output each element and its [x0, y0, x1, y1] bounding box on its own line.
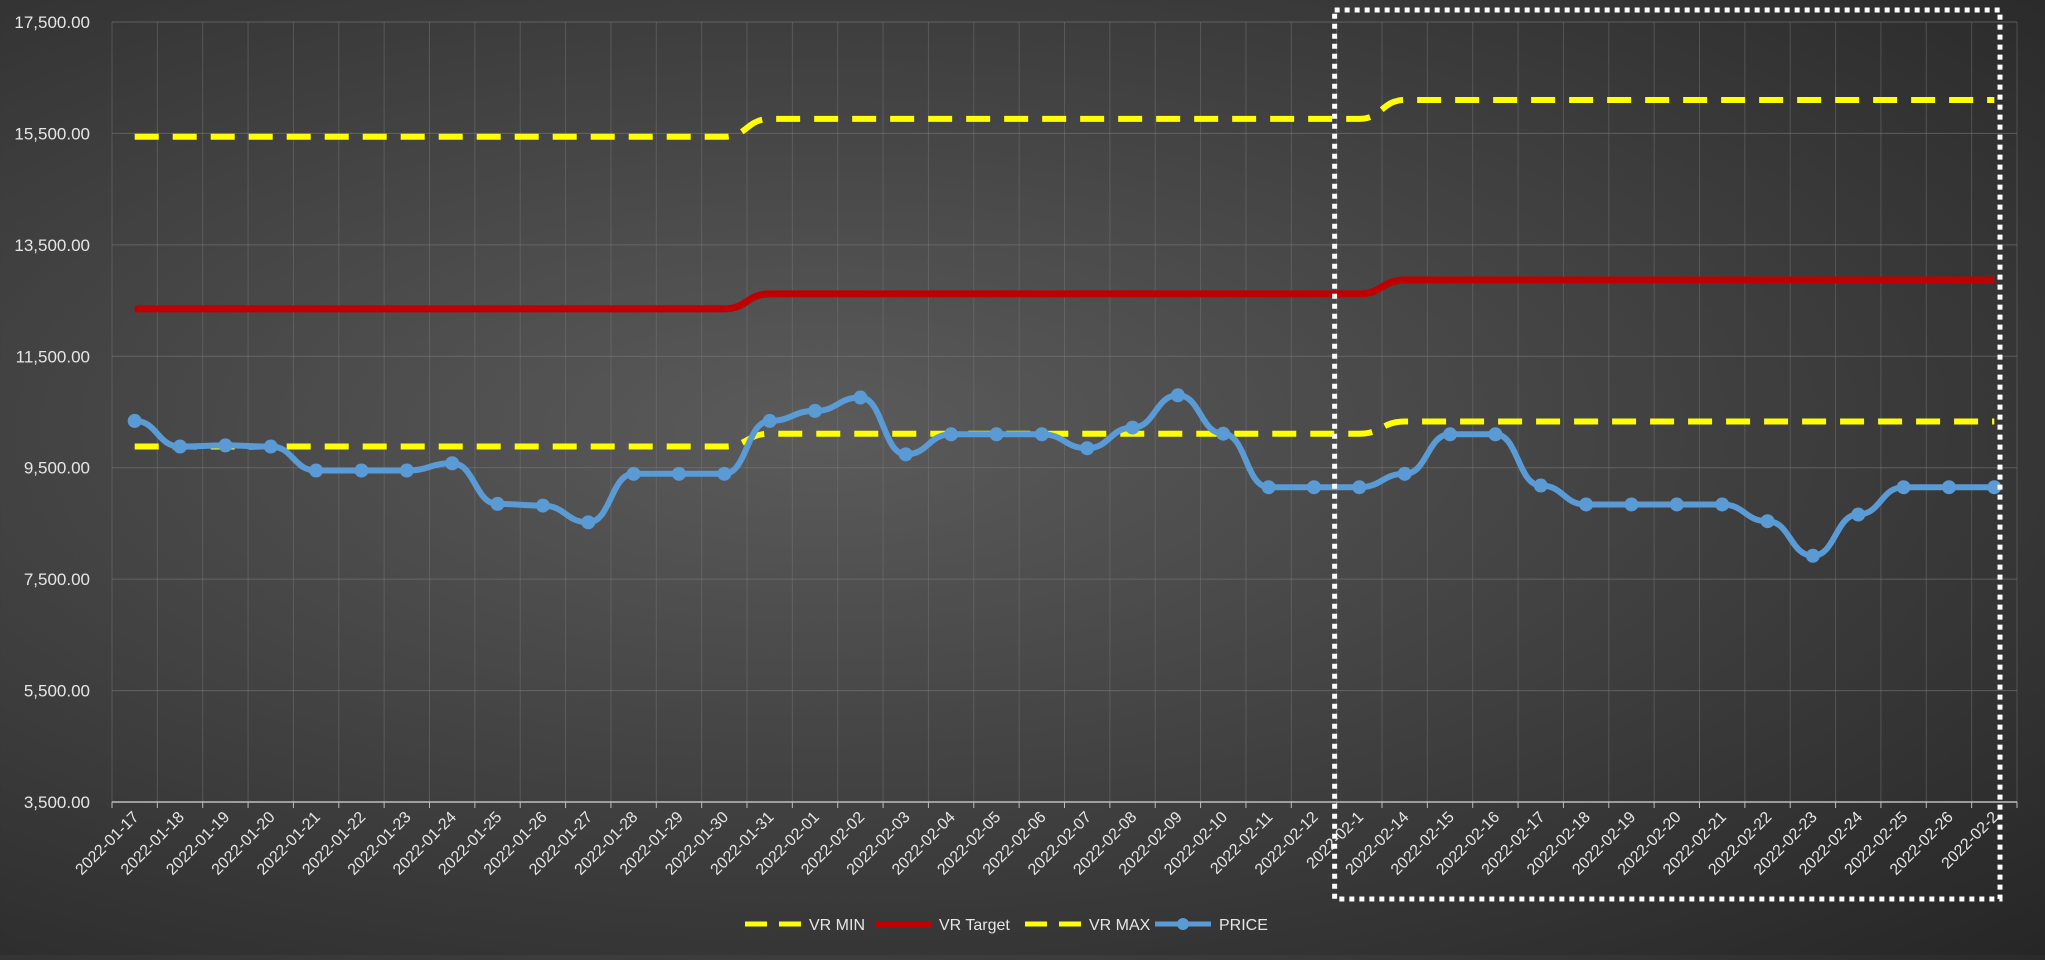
price-point — [1443, 427, 1458, 442]
price-point — [1896, 480, 1911, 495]
legend-label-vr-max: VR MAX — [1089, 917, 1151, 934]
series-line-vr-min — [134, 418, 1995, 450]
axes: 17,500.00 15,500.00 13,500.00 11,500.00 9,50… — [14, 13, 2018, 879]
y-tick-label: 13,500.00 — [14, 236, 90, 255]
price-point — [762, 413, 777, 428]
price-point — [445, 456, 460, 471]
gridlines — [111, 21, 2018, 803]
price-point — [1080, 441, 1095, 456]
price-point — [808, 403, 823, 418]
y-tick-label: 15,500.00 — [14, 124, 90, 143]
price-point — [1488, 427, 1503, 442]
price-point — [1669, 497, 1684, 512]
y-tick-label: 9,500.00 — [24, 459, 90, 478]
price-point — [1851, 507, 1866, 522]
price-point — [399, 463, 414, 478]
legend-marker-price — [1177, 918, 1189, 930]
price-point — [1397, 466, 1412, 481]
price-point — [1805, 548, 1820, 563]
price-point — [671, 466, 686, 481]
series-line-vr-max — [134, 97, 1995, 140]
legend-label-vr-target: VR Target — [939, 917, 1010, 934]
price-point — [1261, 480, 1276, 495]
y-tick-label: 3,500.00 — [24, 793, 90, 812]
price-point — [1216, 426, 1231, 441]
price-point — [1125, 420, 1140, 435]
price-point — [354, 463, 369, 478]
price-point — [173, 439, 188, 454]
series-line-vr-target — [134, 276, 1995, 313]
price-point — [1306, 480, 1321, 495]
legend-label-price: PRICE — [1219, 917, 1268, 934]
price-point — [944, 427, 959, 442]
price-point — [309, 463, 324, 478]
price-point — [626, 466, 641, 481]
price-point — [1715, 497, 1730, 512]
price-point — [853, 390, 868, 405]
price-point — [1034, 427, 1049, 442]
price-point — [1941, 480, 1956, 495]
price-point — [1987, 480, 2002, 495]
price-point — [989, 427, 1004, 442]
legend-label-vr-min: VR MIN — [809, 917, 865, 934]
price-point — [127, 413, 142, 428]
y-tick-label: 7,500.00 — [24, 570, 90, 589]
highlight-box — [1332, 7, 2003, 902]
price-point — [1624, 497, 1639, 512]
price-point — [263, 439, 278, 454]
y-tick-label: 5,500.00 — [24, 682, 90, 701]
series-lines — [127, 97, 2002, 563]
price-point — [717, 466, 732, 481]
highlight-box-layer — [1332, 7, 2003, 902]
legend: VR MIN VR Target VR MAX PRICE — [745, 917, 1268, 934]
price-point — [1579, 497, 1594, 512]
y-tick-label: 11,500.00 — [16, 347, 90, 366]
price-point — [535, 498, 550, 513]
price-point — [490, 496, 505, 511]
y-tick-label: 17,500.00 — [14, 13, 90, 32]
price-point — [1170, 388, 1185, 403]
price-point — [218, 438, 233, 453]
price-point — [581, 515, 596, 530]
price-point — [898, 447, 913, 462]
price-point — [1533, 478, 1548, 493]
price-point — [1352, 480, 1367, 495]
price-point — [1760, 514, 1775, 529]
